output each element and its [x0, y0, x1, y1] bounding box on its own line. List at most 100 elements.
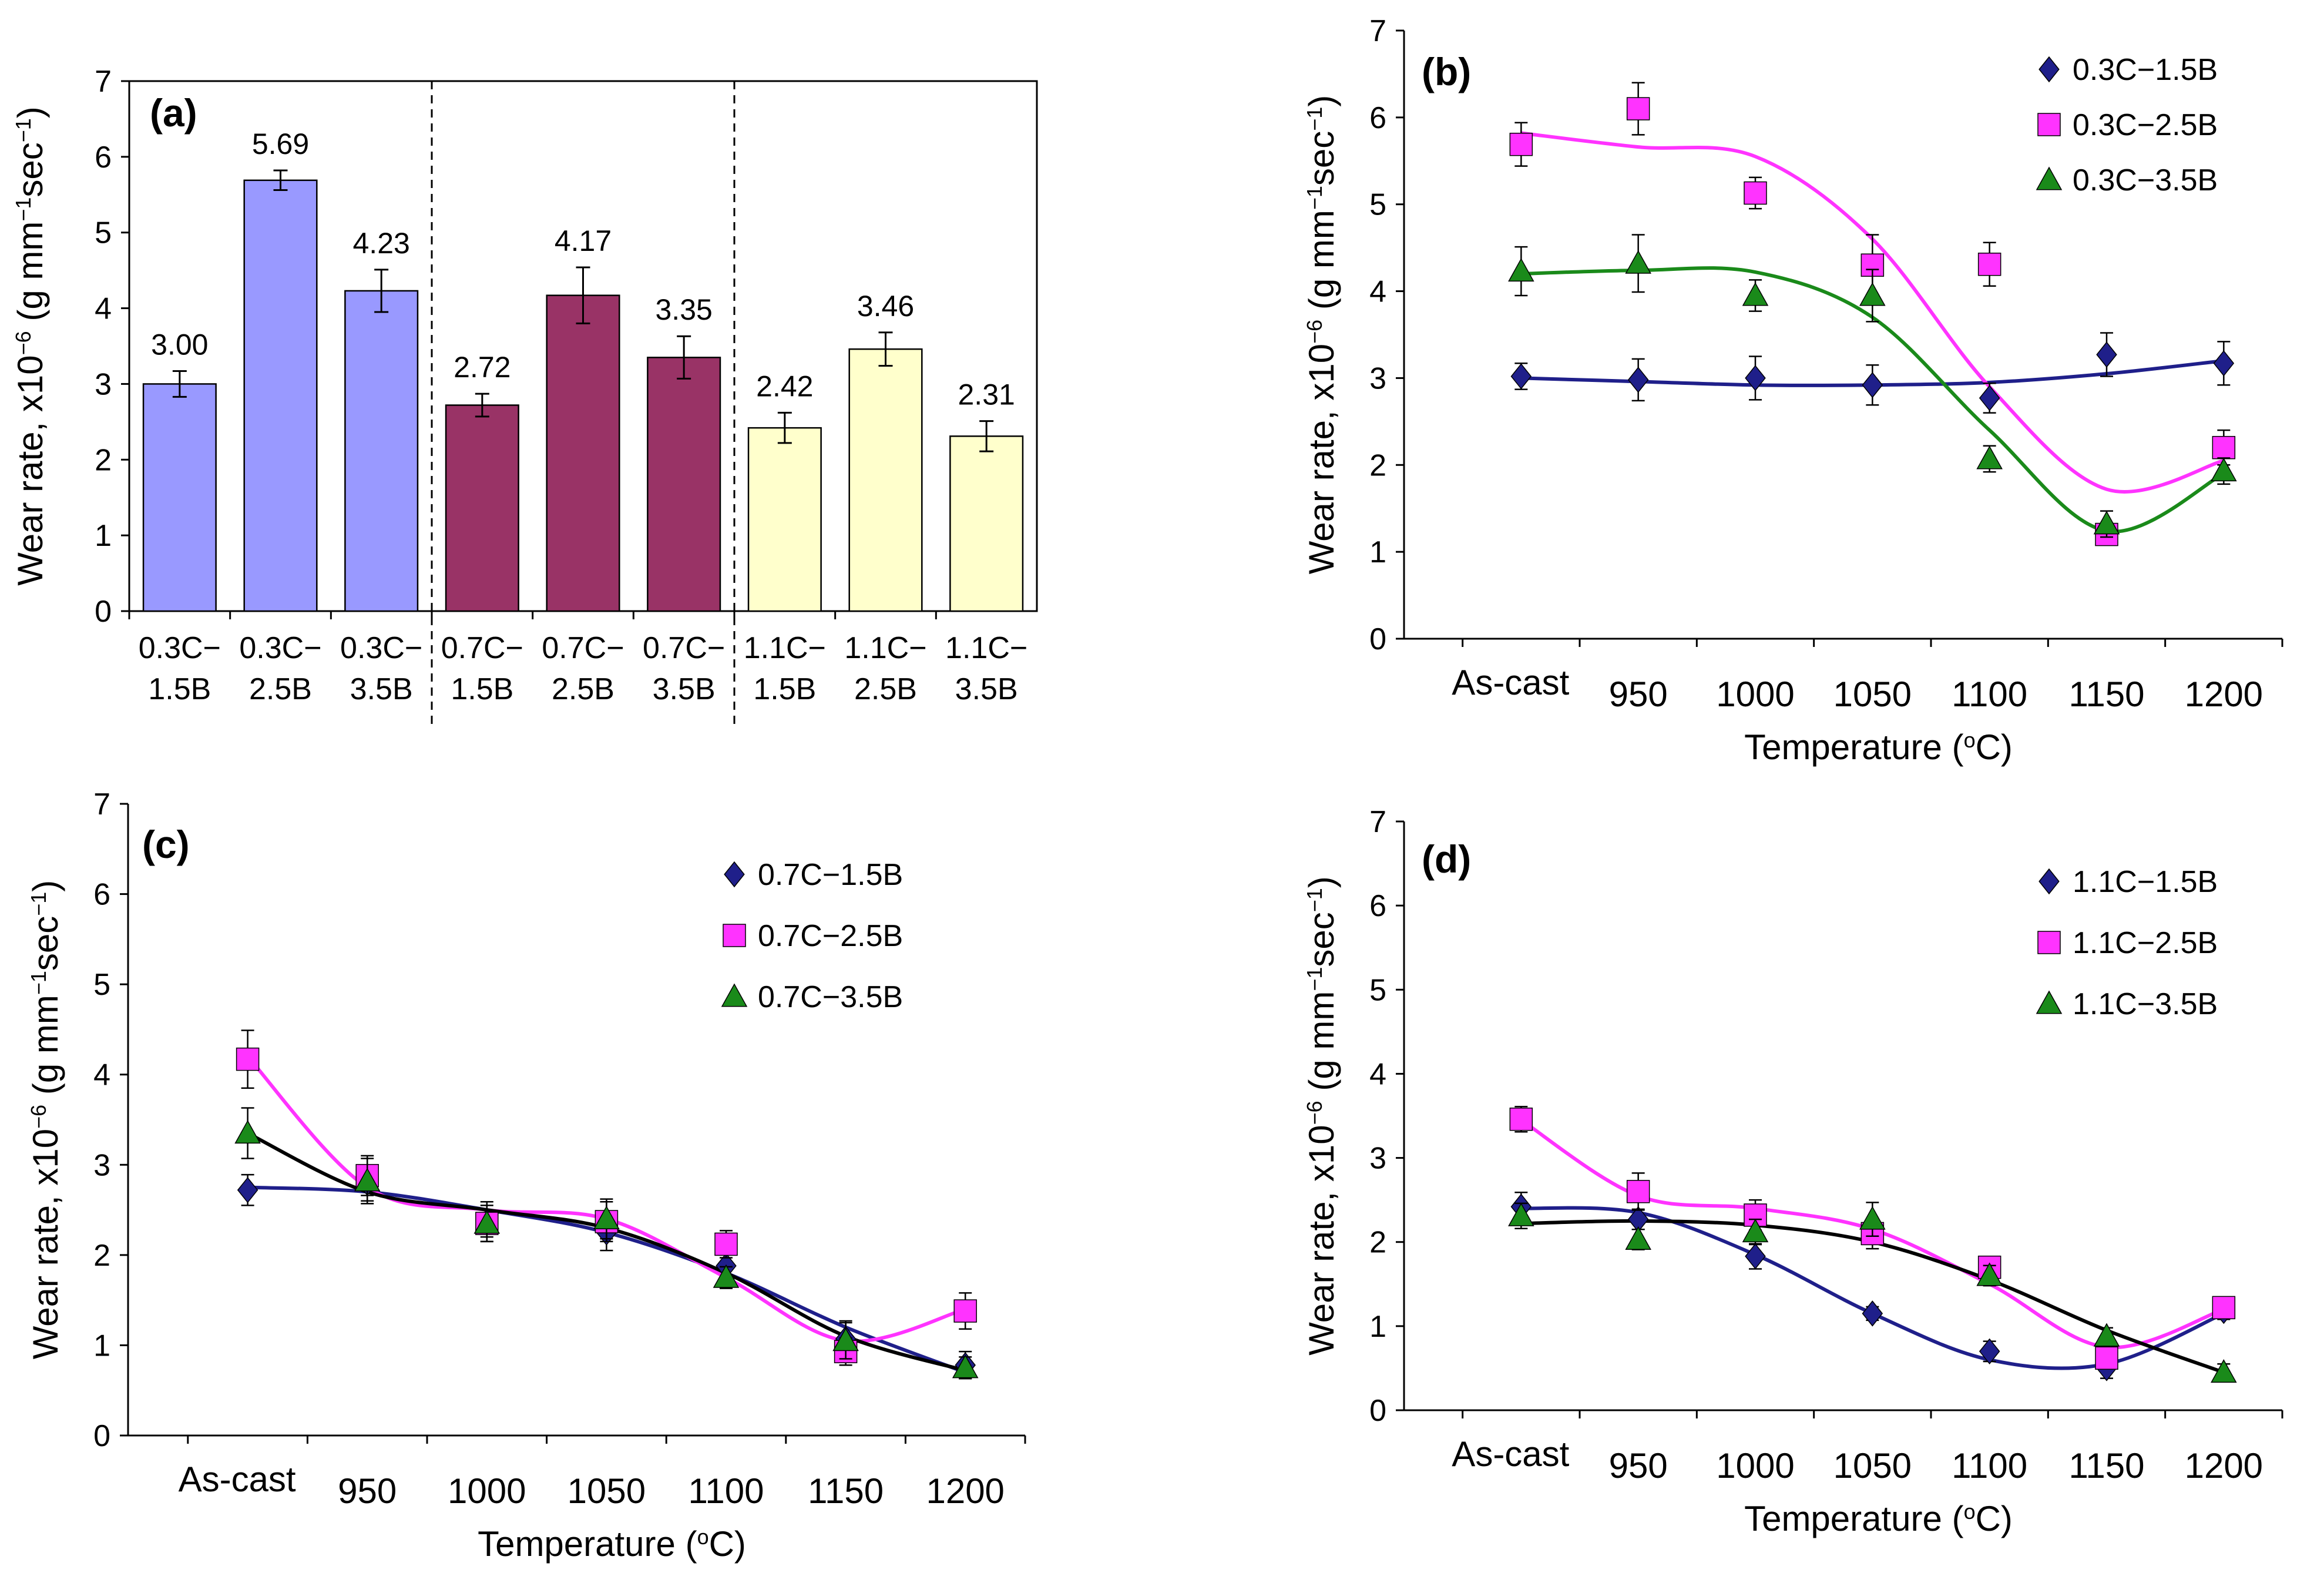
label-text: C) — [1976, 727, 2013, 767]
data-point — [1742, 282, 1769, 306]
panel-c-scatter-chart: 0 1 2 3 4 5 6 7 As-cast 950 1000 1050 1100 1150 1200 0.… — [26, 787, 1026, 1564]
superscript-text: o — [1964, 1500, 1976, 1524]
label-text: C) — [1976, 1499, 2013, 1538]
y-tick-label: 0 — [1369, 622, 1386, 656]
panel-a-bar-chart: 0 1 2 3 4 5 6 7 3.00 0.3C− 1.5B 5.69 0.3C− 2.5B 4.23 0.… — [11, 65, 1038, 729]
label-text: (g mm — [1302, 210, 1341, 320]
bar-value-label: 5.69 — [252, 128, 309, 160]
data-point — [354, 1168, 381, 1192]
y-tick-label: 5 — [93, 968, 110, 1002]
y-tick-label: 1 — [1369, 535, 1386, 569]
x-category-label: 1.1C− — [945, 631, 1027, 665]
superscript-text: −1 — [1302, 107, 1326, 131]
data-point — [1976, 1262, 2003, 1286]
y-tick-label: 7 — [93, 787, 110, 821]
data-point — [952, 1354, 979, 1379]
label-text: Wear rate, x10 — [11, 355, 50, 585]
superscript-text: −1 — [1302, 186, 1326, 210]
superscript-text: −6 — [26, 1105, 51, 1129]
y-tick-label: 1 — [1369, 1310, 1386, 1344]
superscript-text: −1 — [1302, 967, 1326, 991]
panel-label: (a) — [150, 91, 197, 135]
bar — [747, 427, 822, 612]
x-category-label: 1000 — [448, 1471, 526, 1511]
x-category-label: 950 — [1609, 1446, 1668, 1485]
legend-entry: 1.1C−1.5B — [2073, 865, 2218, 899]
data-point — [1977, 252, 2001, 276]
data-point — [1744, 181, 1767, 205]
x-category-label: 1150 — [2068, 1446, 2144, 1485]
data-point — [1979, 1338, 2000, 1365]
y-tick-label: 6 — [93, 878, 110, 912]
x-category-label: 1.5B — [451, 672, 513, 706]
label-text: sec — [1302, 131, 1341, 186]
x-category-label: 950 — [1609, 675, 1668, 714]
y-tick-label: 2 — [1369, 448, 1386, 482]
bar-value-label: 3.46 — [857, 290, 914, 323]
bar — [344, 290, 419, 612]
label-text: ) — [26, 880, 65, 892]
x-category-label: 1050 — [567, 1471, 646, 1511]
superscript-text: −6 — [1302, 320, 1326, 344]
x-category-label: 2.5B — [249, 672, 312, 706]
y-tick-label: 1 — [93, 1329, 110, 1363]
y-axis-label: Wear rate, x10−6 (g mm−1sec−1) — [1302, 876, 1341, 1356]
label-text: sec — [11, 142, 50, 197]
x-category-label: 1100 — [688, 1471, 764, 1511]
data-point — [1627, 367, 1649, 393]
data-point — [713, 1264, 740, 1288]
y-axis-label: Wear rate, x10−6 (g mm−1sec−1) — [1302, 95, 1341, 575]
bar-value-label: 4.23 — [353, 227, 410, 260]
data-point — [1742, 1218, 1769, 1243]
y-tick-label: 7 — [1369, 14, 1386, 48]
legend-entry: 0.3C−2.5B — [2073, 108, 2218, 142]
y-tick-label: 0 — [1369, 1394, 1386, 1428]
superscript-text: −1 — [26, 892, 51, 916]
legend-marker — [2036, 990, 2063, 1014]
bar-value-label: 2.42 — [756, 370, 813, 403]
x-category-label: 1200 — [926, 1471, 1004, 1511]
x-category-label: 1150 — [808, 1471, 884, 1511]
data-point — [2211, 1359, 2237, 1383]
y-tick-label: 5 — [1369, 188, 1386, 222]
data-point — [2093, 511, 2120, 535]
y-tick-label: 6 — [1369, 101, 1386, 135]
label-text: (g mm — [26, 995, 65, 1105]
y-axis-label: Wear rate, x10−6 (g mm−1sec−1) — [11, 106, 50, 586]
data-point — [1625, 1226, 1651, 1250]
x-axis-label: Temperature (oC) — [1744, 727, 2013, 767]
fit-curve — [1520, 131, 2225, 494]
legend-marker — [721, 983, 748, 1007]
x-category-label: 1.1C− — [844, 631, 926, 665]
data-point — [1976, 445, 2003, 469]
data-point — [1859, 1206, 1886, 1230]
x-category-label: 1.5B — [148, 672, 211, 706]
y-tick-label: 3 — [95, 367, 112, 401]
x-category-label: 0.7C− — [542, 631, 624, 665]
label-text: Wear rate, x10 — [1302, 344, 1341, 574]
label-text: Wear rate, x10 — [1302, 1125, 1341, 1355]
legend-entry: 0.3C−1.5B — [2073, 53, 2218, 87]
data-point — [593, 1205, 620, 1229]
y-tick-label: 0 — [93, 1419, 110, 1453]
data-point — [2093, 1323, 2120, 1347]
x-category-label: 0.7C− — [643, 631, 725, 665]
data-point — [1508, 258, 1534, 282]
bar-value-label: 3.00 — [151, 328, 208, 361]
x-category-label: 1100 — [1952, 675, 2027, 714]
x-category-label: 1000 — [1716, 1446, 1794, 1485]
legend-marker — [2037, 931, 2061, 954]
label-text: Wear rate, x10 — [26, 1129, 65, 1359]
x-category-label: 0.7C− — [441, 631, 523, 665]
data-point — [2212, 1296, 2236, 1320]
y-tick-label: 7 — [1369, 805, 1386, 839]
x-category-label: 2.5B — [854, 672, 917, 706]
superscript-text: −1 — [11, 197, 35, 222]
y-tick-label: 2 — [1369, 1226, 1386, 1260]
label-text: ) — [1302, 876, 1341, 888]
superscript-text: −6 — [1302, 1101, 1326, 1125]
data-point — [1626, 97, 1650, 120]
legend-entry: 0.3C−3.5B — [2073, 163, 2218, 197]
x-category-label: 1200 — [2185, 675, 2263, 714]
panel-d-scatter-chart: 0 1 2 3 4 5 6 7 As-cast 950 1000 1050 1100 1150 1200 1.… — [1302, 805, 2283, 1538]
